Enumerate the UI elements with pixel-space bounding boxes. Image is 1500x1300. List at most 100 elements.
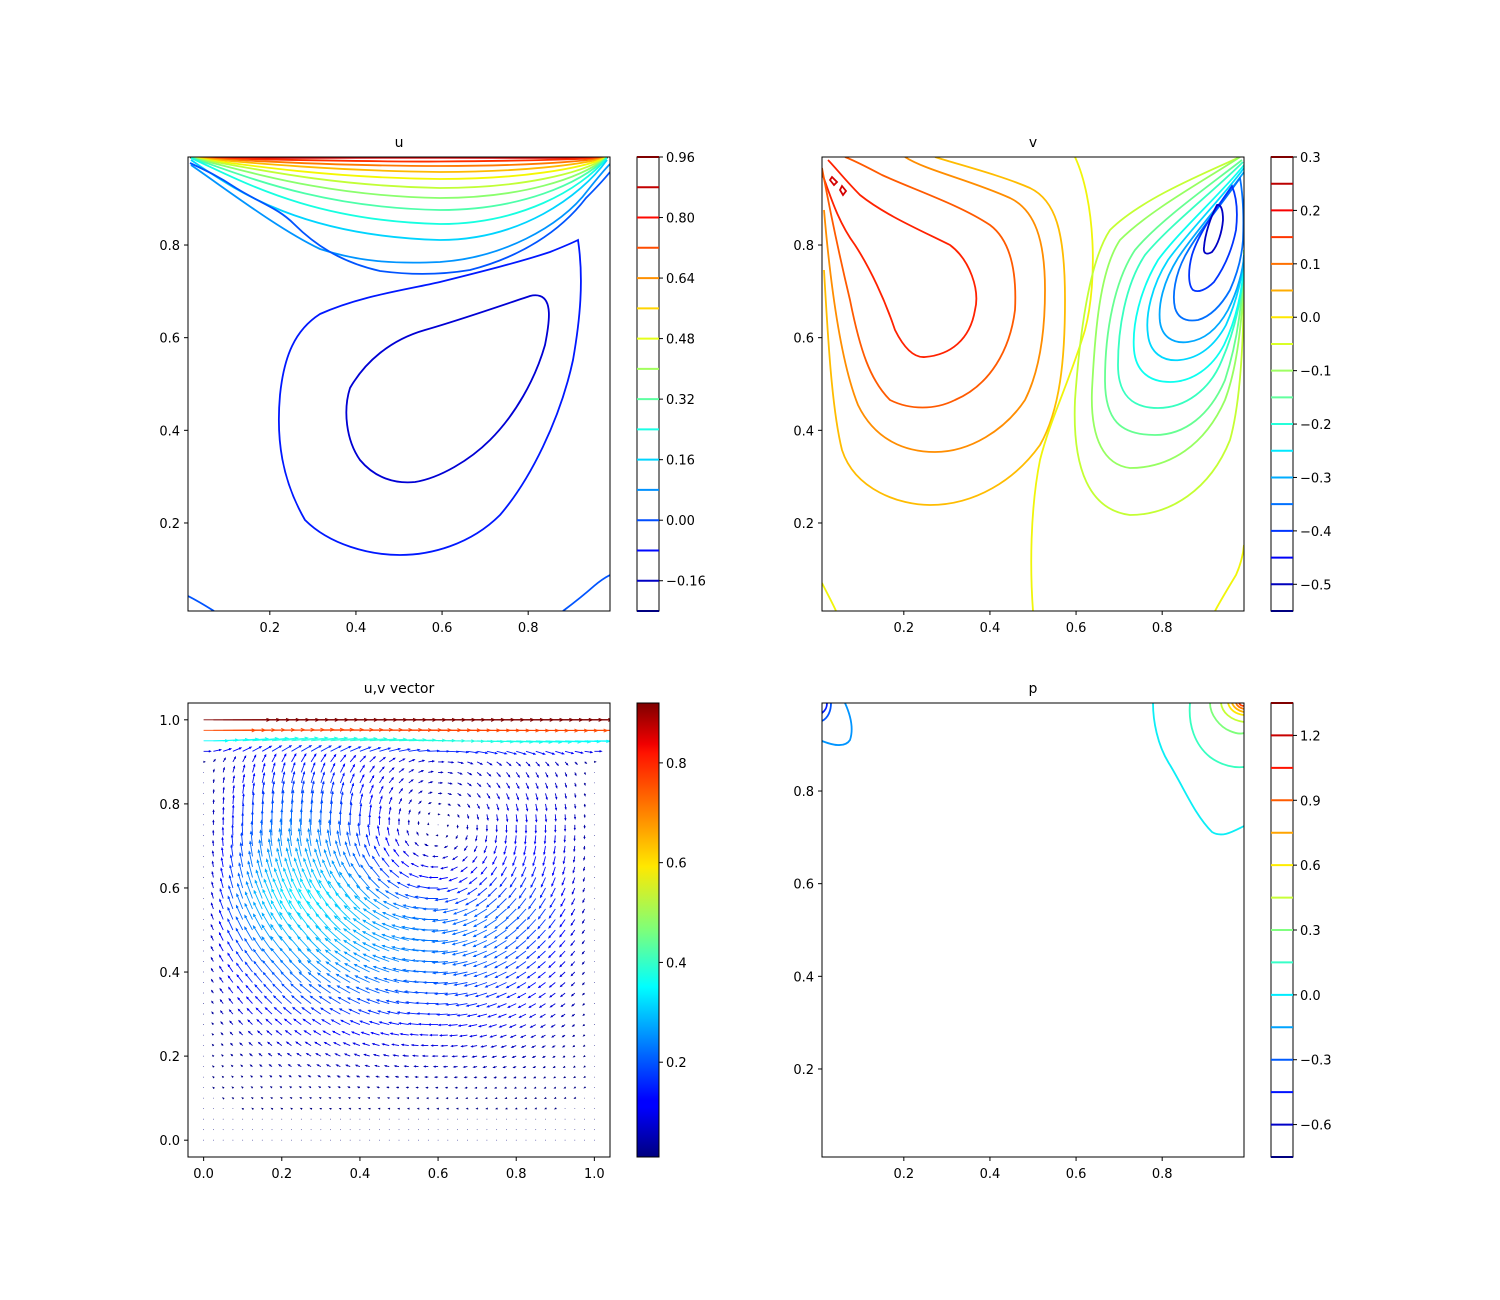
quiver-arrow: [343, 951, 361, 962]
quiver-arrow: [426, 1107, 430, 1110]
quiver-arrow: [297, 947, 312, 962]
quiver-arrow: [484, 1086, 488, 1089]
quiver-arrow: [244, 972, 253, 983]
quiver-arrow: [347, 1097, 351, 1100]
quiver-arrow: [424, 1002, 439, 1005]
quiver-arrow: [561, 877, 566, 886]
quiver-arrow: [535, 750, 546, 755]
quiver-arrow: [203, 1087, 205, 1089]
quiver-arrow: [540, 1034, 546, 1038]
quiver-arrow: [426, 1012, 439, 1016]
quiver-arrow: [492, 1066, 497, 1069]
quiver-arrow: [497, 887, 507, 898]
p-colorbar-tick-label: 0.6: [1300, 859, 1321, 874]
quiver-arrow: [280, 887, 292, 910]
quiver-arrow: [559, 950, 566, 958]
quiver-arrow: [535, 772, 539, 779]
quiver-arrow: [235, 916, 244, 931]
quiver-arrow: [401, 957, 419, 962]
quiver-arrow: [371, 921, 390, 931]
quiver-arrow: [244, 891, 253, 910]
quiver-arrow: [281, 753, 287, 763]
quiver-arrow: [515, 803, 519, 812]
quiver-arrow: [242, 764, 246, 773]
quiver-arrow: [593, 845, 595, 847]
quiver-arrow: [211, 891, 214, 899]
quiver-arrow: [498, 1024, 507, 1028]
quiver-arrow: [242, 755, 247, 763]
quiver-arrow: [334, 950, 351, 962]
quiver-arrow: [537, 971, 546, 979]
quiver-arrow: [417, 1022, 429, 1026]
quiver-arrow: [304, 847, 312, 868]
quiver-arrow: [507, 1003, 517, 1008]
quiver-arrow: [432, 981, 448, 985]
quiver-arrow: [325, 1064, 331, 1068]
quiver-arrow: [212, 788, 215, 794]
quiver-arrow: [453, 1076, 458, 1079]
quiver-arrow: [447, 1129, 449, 1131]
p-contour-000: [1152, 703, 1244, 836]
quiver-arrow: [315, 948, 331, 962]
quiver-arrow: [438, 781, 444, 785]
quiver-arrow: [261, 948, 273, 962]
quiver-arrow: [398, 768, 405, 773]
quiver-arrow: [309, 1097, 312, 1100]
quiver-arrow: [230, 1064, 234, 1068]
quiver-arrow: [222, 1108, 224, 1110]
quiver-arrow: [549, 1003, 556, 1008]
quiver-arrow: [316, 1064, 322, 1068]
quiver-arrow: [310, 762, 316, 773]
quiver-arrow: [357, 1097, 361, 1100]
quiver-arrow: [408, 769, 415, 773]
quiver-arrow: [396, 1097, 400, 1100]
quiver-arrow: [593, 1097, 595, 1099]
quiver-arrow: [593, 835, 595, 836]
quiver-arrow: [291, 789, 295, 804]
quiver-arrow: [421, 970, 439, 974]
quiver-arrow: [322, 858, 332, 878]
quiver-arrow: [280, 1107, 283, 1110]
quiver-arrow: [379, 766, 385, 773]
quiver-arrow: [210, 967, 214, 973]
v-contour-neg040: [1172, 175, 1244, 322]
quiver-arrow: [527, 992, 537, 999]
quiver-arrow: [402, 904, 419, 910]
quiver-arrow: [232, 765, 236, 773]
quiver-arrow: [406, 883, 419, 889]
quiver-arrow: [221, 816, 225, 825]
quiver-arrow: [310, 1139, 312, 1141]
quiver-arrow: [320, 771, 325, 784]
quiver-arrow: [281, 995, 292, 1004]
quiver-arrow: [437, 813, 441, 816]
quiver-arrow: [339, 772, 345, 784]
quiver-arrow: [300, 1139, 302, 1141]
quiver-arrow: [475, 824, 479, 831]
quiver-arrow: [553, 1086, 556, 1089]
quiver-arrow: [559, 908, 566, 918]
quiver-arrow: [272, 877, 283, 899]
quiver-arrow: [300, 770, 306, 784]
u-colorbar: 0.960.800.640.480.320.160.00−0.16: [636, 151, 706, 612]
quiver-arrow: [404, 1075, 409, 1078]
quiver-arrow: [438, 877, 448, 881]
quiver-arrow: [352, 941, 370, 952]
quiver-arrow: [391, 956, 409, 962]
quiver-arrow: [421, 1054, 429, 1058]
quiver-arrow: [413, 1065, 419, 1068]
quiver-arrow: [583, 803, 586, 808]
quiver-arrow: [315, 913, 331, 931]
quiver-arrow: [455, 1107, 459, 1110]
quiver-arrow: [533, 1076, 536, 1079]
u-contour-008: [190, 163, 610, 264]
quiver-arrow: [541, 866, 546, 877]
p-ytick-label: 0.8: [793, 785, 814, 800]
quiver-arrow: [252, 782, 256, 794]
quiver-arrow: [534, 824, 538, 834]
quiver-arrow: [401, 915, 419, 920]
quiver-arrow: [422, 907, 439, 911]
p-contour-lines: [822, 703, 1244, 836]
quiver-arrow: [548, 982, 556, 988]
quiver-arrow: [472, 856, 478, 864]
quiver-arrow: [427, 822, 430, 826]
